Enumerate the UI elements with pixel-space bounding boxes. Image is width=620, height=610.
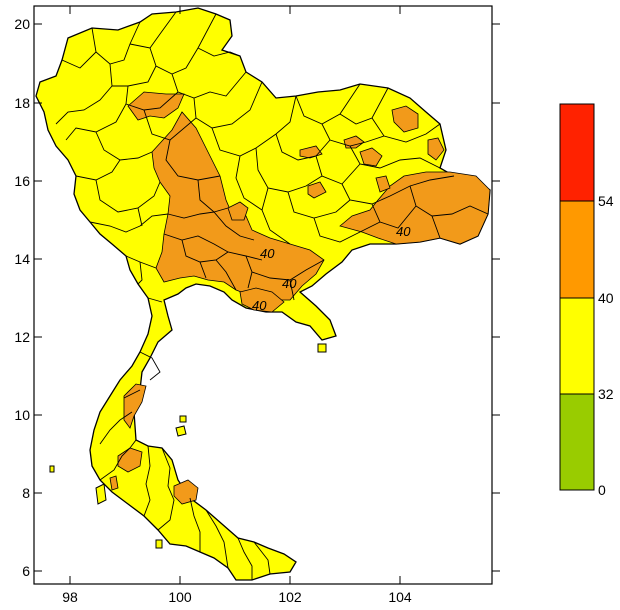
- x-axis: [69, 6, 401, 584]
- hot-zones: [109, 91, 491, 505]
- contour-label-4: 40: [396, 224, 411, 239]
- island-chang: [317, 343, 327, 353]
- color-legend: 54 40 32 0: [559, 103, 614, 498]
- y-axis: [34, 23, 500, 572]
- hot-zone-south4: [109, 475, 119, 491]
- hot-zone-ne-small3: [359, 147, 383, 167]
- y-tick-labels: 20 18 16 14 12 10 8 6: [14, 16, 30, 579]
- y-tick-label: 12: [14, 329, 30, 345]
- contour-label-1: 40: [260, 246, 275, 261]
- legend-band-red: [559, 103, 595, 202]
- legend-label-54: 54: [598, 193, 614, 209]
- province-boundaries: [55, 11, 489, 580]
- y-tick-label: 6: [22, 563, 30, 579]
- x-tick-label: 104: [388, 589, 412, 605]
- x-tick-label: 102: [278, 589, 302, 605]
- y-tick-label: 16: [14, 173, 30, 189]
- island-phangan: [179, 415, 187, 423]
- y-tick-label: 8: [22, 485, 30, 501]
- y-tick-label: 20: [14, 16, 30, 32]
- island-samui: [175, 425, 187, 437]
- island-phuket: [95, 483, 107, 505]
- hot-zone-central: [151, 111, 325, 301]
- hot-zone-ne-small1: [391, 105, 419, 133]
- x-tick-label: 100: [168, 589, 192, 605]
- legend-label-0: 0: [598, 482, 606, 498]
- hot-zone-northeast: [339, 171, 491, 245]
- hot-zone-ne-small2: [343, 135, 365, 149]
- hot-zone-ne-small6: [307, 181, 327, 199]
- contour-label-3: 40: [252, 298, 267, 313]
- legend-label-40: 40: [598, 290, 614, 306]
- hot-zone-ne-small7: [375, 175, 391, 193]
- x-tick-label: 98: [62, 589, 78, 605]
- island-south: [155, 539, 163, 549]
- legend-band-orange: [559, 200, 595, 299]
- y-tick-label: 18: [14, 95, 30, 111]
- y-tick-label: 14: [14, 251, 30, 267]
- y-tick-label: 10: [14, 407, 30, 423]
- legend-label-32: 32: [598, 386, 614, 402]
- hot-zone-south3: [173, 479, 199, 505]
- hot-zone-mid: [227, 201, 249, 221]
- legend-band-yellow: [559, 297, 595, 395]
- hot-zone-east-coast: [239, 287, 285, 313]
- hot-zone-ne-small4: [427, 137, 445, 161]
- contour-labels: 40 40 40 40: [252, 224, 411, 313]
- contour-label-2: 40: [282, 276, 297, 291]
- legend-band-green: [559, 393, 595, 491]
- x-tick-labels: 98 100 102 104: [62, 589, 412, 605]
- island-west: [49, 465, 55, 473]
